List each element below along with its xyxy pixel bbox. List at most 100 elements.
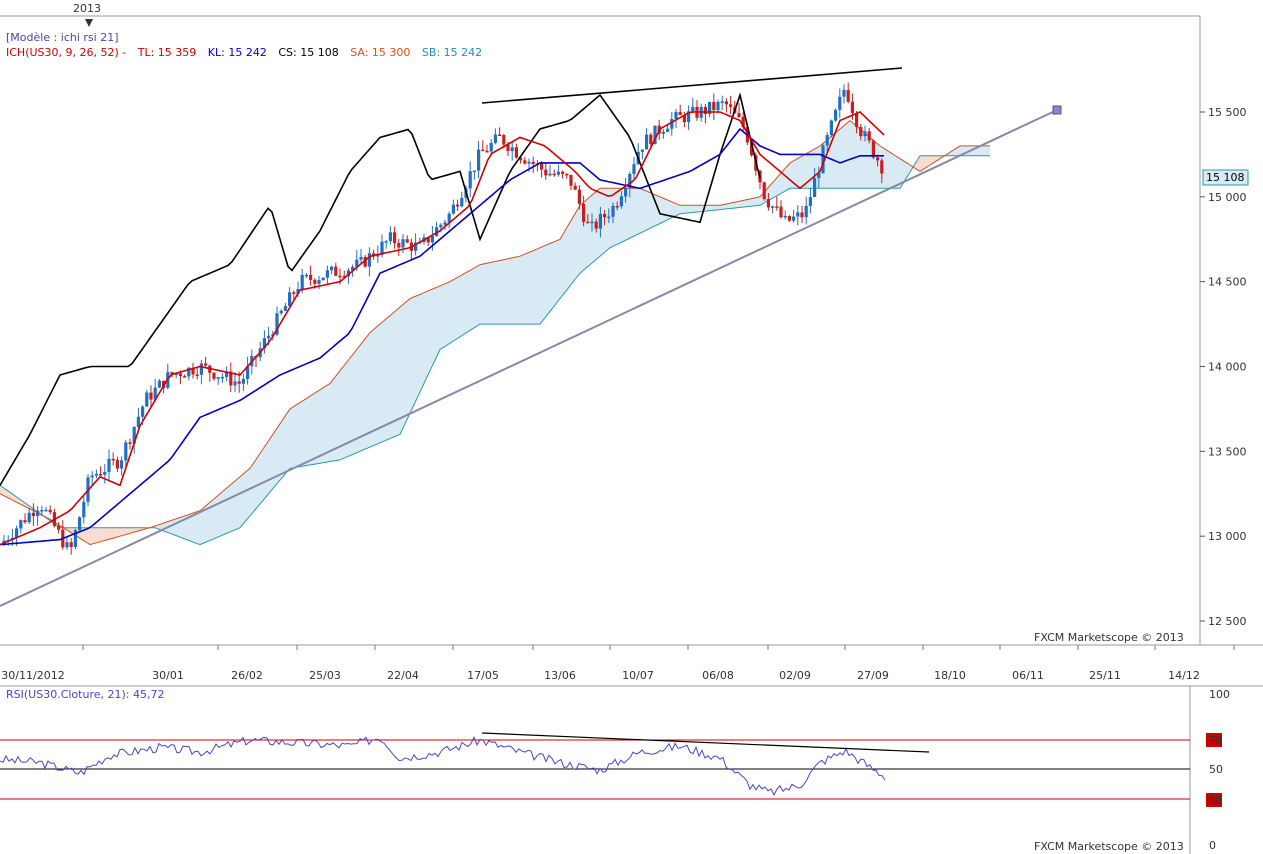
candle-body (737, 113, 741, 117)
candle-body (645, 134, 649, 150)
indicator-legend: ICH(US30, 9, 26, 52) - TL: 15 359 KL: 15… (6, 46, 482, 59)
candle-body (850, 101, 854, 114)
candle-body (678, 111, 682, 116)
candle-body (582, 203, 586, 222)
candle-body (632, 164, 636, 175)
kumo-segment (660, 196, 665, 224)
kumo-segment (935, 155, 940, 162)
kumo-segment (980, 145, 985, 156)
candle-body (825, 135, 829, 146)
kumo-segment (695, 205, 700, 213)
kumo-segment (345, 358, 350, 458)
kumo-segment (280, 416, 285, 481)
candle-body (531, 161, 535, 164)
candle-body (220, 376, 224, 379)
template-label: [Modèle : ichi rsi 21] (6, 31, 119, 44)
kumo-segment (110, 527, 115, 539)
senkou-b-line (0, 155, 990, 546)
kumo-segment (125, 527, 130, 535)
candle-body (766, 199, 770, 208)
support-trendline[interactable] (0, 109, 1058, 607)
kumo-segment (830, 133, 835, 189)
kumo-segment (240, 472, 245, 528)
kumo-segment (195, 510, 200, 545)
kumo-segment (850, 120, 855, 189)
kumo-segment (185, 514, 190, 541)
candle-body (640, 149, 644, 152)
candle-body (787, 215, 791, 221)
candle-body (628, 174, 632, 188)
kumo-segment (325, 383, 330, 463)
candle-body (552, 173, 556, 176)
candle-body (359, 257, 363, 260)
candle-body (456, 204, 460, 207)
candle-body (212, 372, 216, 379)
legend-senkou-a: SA: 15 300 (350, 46, 410, 59)
time-tick-label: 02/09 (779, 669, 811, 682)
candle-body (216, 377, 220, 379)
candle-body (859, 126, 863, 137)
resistance-trendline[interactable] (481, 67, 903, 104)
candle-body (296, 289, 300, 294)
year-marker-icon[interactable] (85, 19, 93, 27)
candle-body (204, 363, 208, 366)
candle-body (451, 204, 455, 214)
kumo-segment (460, 273, 465, 337)
legend-kijun: KL: 15 242 (208, 46, 267, 59)
candle-body (40, 510, 44, 512)
candle-body (708, 101, 712, 114)
rsi-tick-30: 30 (1208, 794, 1222, 807)
candle-body (443, 222, 447, 225)
kumo-segment (275, 423, 280, 487)
candle-body (57, 525, 61, 530)
legend-chikou: CS: 15 108 (278, 46, 338, 59)
candle-body (800, 212, 804, 218)
senkou-a-line (0, 119, 990, 546)
candle-body (523, 160, 527, 164)
kumo-segment (735, 201, 740, 208)
kumo-segment (170, 519, 175, 536)
kumo-segment (215, 493, 220, 539)
candle-body (502, 135, 506, 145)
candle-body (540, 163, 544, 170)
candle-body (598, 213, 602, 229)
rsi-line (0, 736, 886, 796)
candle-body (275, 313, 279, 335)
kumo-segment (505, 258, 510, 325)
kumo-segment (100, 527, 105, 542)
candle-body (611, 205, 615, 217)
watermark-price: FXCM Marketscope © 2013 (1034, 631, 1184, 644)
candle-body (804, 205, 808, 218)
kumo-segment (260, 446, 265, 504)
candle-body (506, 144, 510, 152)
kumo-segment (905, 161, 910, 181)
current-price-tag: 15 108 (1202, 169, 1249, 186)
candle-body (661, 131, 665, 134)
kumo-segment (355, 345, 360, 454)
time-axis: 30/11/2012 30/01 26/02 25/03 22/04 17/05 13/06… (1, 645, 1235, 682)
candle-body (313, 279, 317, 284)
kumo-segment (225, 485, 230, 535)
candle-body (191, 367, 195, 375)
candle-body (510, 147, 514, 152)
candle-body (321, 277, 325, 281)
kumo-segment (270, 431, 275, 493)
kumo-segment (550, 241, 555, 312)
kumo-segment (645, 190, 650, 231)
kumo-segment (570, 213, 575, 286)
candle-body (829, 120, 833, 136)
rsi-trendline[interactable] (481, 732, 930, 753)
candle-body (73, 530, 77, 547)
candle-body (380, 241, 384, 255)
kumo-segment (740, 200, 745, 208)
kumo-segment (365, 332, 370, 450)
candle-body (15, 528, 19, 538)
candle-body (430, 236, 434, 243)
time-tick-label: 18/10 (934, 669, 966, 682)
candle-body (376, 254, 380, 257)
trendline-handle[interactable] (1052, 105, 1062, 115)
kumo-cloud (0, 120, 990, 545)
candle-body (666, 128, 670, 132)
candle-body (149, 392, 153, 400)
